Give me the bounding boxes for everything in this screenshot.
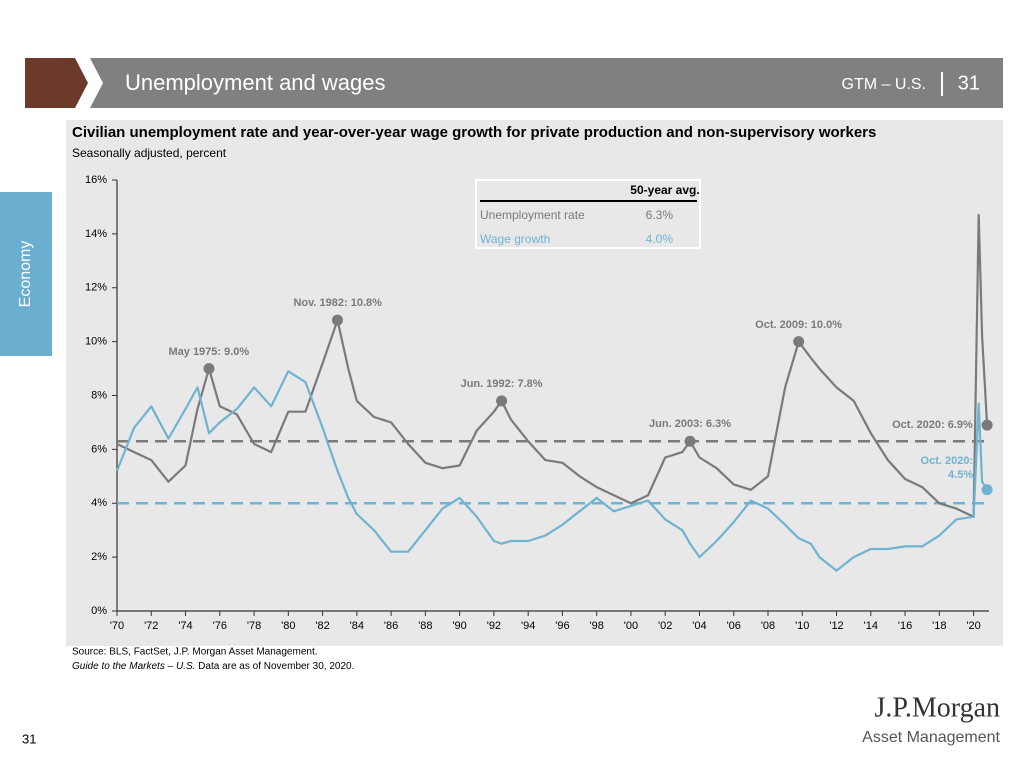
x-tick-label: '80 — [281, 620, 295, 632]
series-line — [115, 370, 989, 572]
x-tick-label: '78 — [247, 620, 261, 632]
annotation-marker — [981, 419, 993, 431]
header-bar — [90, 58, 1003, 108]
series-line — [116, 213, 989, 518]
x-tick-label: '00 — [624, 620, 638, 632]
chart-background — [66, 120, 1003, 646]
side-tab-label: Economy — [17, 241, 34, 308]
x-tick-label: '98 — [590, 620, 604, 632]
y-tick-label: 6% — [91, 443, 107, 455]
note-text: Data are as of November 30, 2020. — [198, 661, 354, 672]
logo: J.P.Morgan — [874, 692, 1000, 723]
legend-label: Wage growth — [480, 232, 550, 246]
annotation-label: May 1975: 9.0% — [168, 345, 250, 358]
note-italic: Guide to the Markets – U.S. — [72, 661, 195, 672]
x-tick-label: '94 — [521, 620, 535, 632]
avg-value: 6.3% — [646, 208, 674, 222]
annotation-label: Oct. 2020: 6.9% — [892, 419, 973, 432]
legend-label: Unemployment rate — [480, 208, 585, 222]
y-tick-label: 12% — [85, 282, 107, 294]
x-tick-label: '72 — [144, 620, 158, 632]
annotation-label: Jun. 1992: 7.8% — [460, 377, 543, 390]
annotation-marker — [981, 484, 993, 496]
x-tick-label: '20 — [966, 620, 980, 632]
annotation-label: Nov. 1982: 10.8% — [293, 297, 382, 310]
note: Guide to the Markets – U.S. Data are as … — [72, 661, 354, 672]
annotation-label: Oct. 2020: 4.5% — [920, 454, 974, 481]
annotation-marker — [496, 395, 508, 407]
x-tick-label: '74 — [178, 620, 192, 632]
side-tab — [0, 192, 52, 356]
page-number: 31 — [22, 731, 36, 746]
chart-title: Civilian unemployment rate and year-over… — [72, 124, 876, 141]
x-tick-label: '16 — [898, 620, 912, 632]
annotation-label: Jun. 2003: 6.3% — [649, 418, 731, 431]
x-tick-label: '14 — [864, 620, 878, 632]
avg-table-title: 50-year avg. — [630, 183, 699, 197]
y-tick-label: 14% — [85, 228, 107, 240]
annotation-marker — [684, 435, 696, 447]
annotation-marker — [203, 363, 215, 375]
annotation-label: Oct. 2009: 10.0% — [755, 318, 842, 331]
header-title: Unemployment and wages — [125, 70, 385, 95]
header-page: 31 — [958, 72, 980, 94]
header-chevron — [25, 58, 88, 108]
x-tick-label: '84 — [350, 620, 364, 632]
y-tick-label: 10% — [85, 336, 107, 348]
x-tick-label: '76 — [213, 620, 227, 632]
x-tick-label: '70 — [110, 620, 124, 632]
x-tick-label: '86 — [384, 620, 398, 632]
x-tick-label: '92 — [487, 620, 501, 632]
y-tick-label: 8% — [91, 389, 107, 401]
chart-subtitle: Seasonally adjusted, percent — [72, 146, 227, 160]
x-tick-label: '02 — [658, 620, 672, 632]
y-tick-label: 16% — [85, 174, 107, 186]
x-tick-label: '90 — [452, 620, 466, 632]
y-tick-label: 2% — [91, 551, 107, 563]
x-tick-label: '96 — [555, 620, 569, 632]
y-tick-label: 0% — [91, 605, 107, 617]
x-tick-label: '10 — [795, 620, 809, 632]
y-tick-label: 4% — [91, 497, 107, 509]
logo-sub: Asset Management — [862, 729, 1000, 746]
avg-table-box — [475, 179, 701, 249]
x-tick-label: '06 — [727, 620, 741, 632]
annotation-marker — [331, 314, 343, 326]
header-tag: GTM – U.S. — [842, 76, 926, 93]
annotation-marker — [793, 336, 805, 348]
source: Source: BLS, FactSet, J.P. Morgan Asset … — [72, 647, 318, 658]
x-tick-label: '88 — [418, 620, 432, 632]
x-tick-label: '08 — [761, 620, 775, 632]
x-tick-label: '12 — [829, 620, 843, 632]
x-tick-label: '18 — [932, 620, 946, 632]
x-tick-label: '04 — [692, 620, 706, 632]
x-tick-label: '82 — [315, 620, 329, 632]
avg-value: 4.0% — [646, 232, 674, 246]
